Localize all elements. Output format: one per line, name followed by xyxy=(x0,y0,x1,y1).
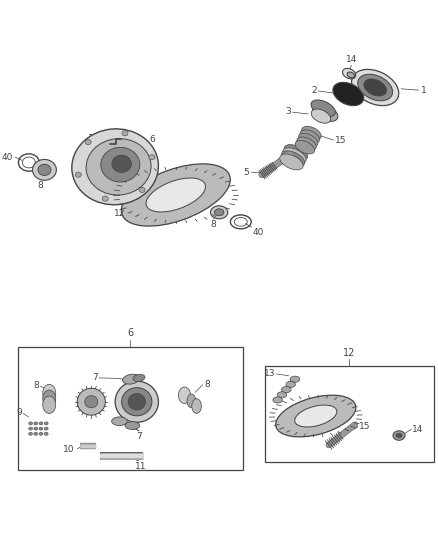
Ellipse shape xyxy=(123,374,140,384)
Ellipse shape xyxy=(298,133,318,147)
Ellipse shape xyxy=(32,159,57,180)
Ellipse shape xyxy=(333,82,364,106)
Ellipse shape xyxy=(133,374,145,382)
Ellipse shape xyxy=(214,209,224,216)
Text: 12: 12 xyxy=(114,209,125,218)
Text: 12: 12 xyxy=(343,348,355,358)
Ellipse shape xyxy=(39,427,43,430)
Ellipse shape xyxy=(34,427,38,430)
Ellipse shape xyxy=(121,164,230,226)
Ellipse shape xyxy=(280,154,303,170)
Ellipse shape xyxy=(125,422,140,430)
Ellipse shape xyxy=(396,433,402,438)
Ellipse shape xyxy=(146,178,205,212)
Text: 10: 10 xyxy=(64,445,75,454)
Text: 40: 40 xyxy=(252,228,264,237)
Ellipse shape xyxy=(352,69,399,106)
Ellipse shape xyxy=(277,392,287,398)
Text: 8: 8 xyxy=(204,380,210,389)
Ellipse shape xyxy=(28,427,32,430)
Ellipse shape xyxy=(85,140,91,144)
Text: 11: 11 xyxy=(135,462,147,471)
Text: 3: 3 xyxy=(286,107,292,116)
Ellipse shape xyxy=(39,422,43,425)
Ellipse shape xyxy=(44,427,48,430)
Ellipse shape xyxy=(311,109,331,123)
Text: 8: 8 xyxy=(37,181,43,190)
Ellipse shape xyxy=(187,394,196,408)
Ellipse shape xyxy=(112,155,131,173)
Ellipse shape xyxy=(276,395,356,437)
Text: 13: 13 xyxy=(264,369,276,378)
Text: 5: 5 xyxy=(244,167,250,176)
Ellipse shape xyxy=(85,395,98,408)
Ellipse shape xyxy=(281,151,305,167)
Ellipse shape xyxy=(364,79,386,96)
Ellipse shape xyxy=(112,417,127,425)
Ellipse shape xyxy=(295,405,337,427)
Bar xyxy=(265,366,434,462)
Text: 2: 2 xyxy=(311,86,317,95)
Ellipse shape xyxy=(44,432,48,435)
Ellipse shape xyxy=(72,129,159,205)
Ellipse shape xyxy=(43,390,56,407)
Bar xyxy=(18,346,243,470)
Ellipse shape xyxy=(273,397,283,403)
Ellipse shape xyxy=(44,422,48,425)
Ellipse shape xyxy=(75,172,81,177)
Text: 7: 7 xyxy=(92,374,98,382)
Ellipse shape xyxy=(313,104,338,122)
Ellipse shape xyxy=(302,126,321,140)
Text: 40: 40 xyxy=(2,153,13,162)
Ellipse shape xyxy=(290,376,300,382)
Ellipse shape xyxy=(43,396,56,414)
Text: 9: 9 xyxy=(16,408,22,417)
Ellipse shape xyxy=(101,147,140,182)
Text: 7: 7 xyxy=(136,432,142,441)
Text: 8: 8 xyxy=(211,220,216,229)
Text: 14: 14 xyxy=(346,55,357,64)
Ellipse shape xyxy=(286,381,295,387)
Ellipse shape xyxy=(28,432,32,435)
Ellipse shape xyxy=(28,422,32,425)
Ellipse shape xyxy=(139,187,145,192)
Ellipse shape xyxy=(282,386,291,393)
Ellipse shape xyxy=(300,130,320,143)
Ellipse shape xyxy=(149,155,155,160)
Ellipse shape xyxy=(295,141,314,154)
Ellipse shape xyxy=(77,388,106,415)
Ellipse shape xyxy=(358,74,392,101)
Ellipse shape xyxy=(115,381,159,422)
Ellipse shape xyxy=(86,139,151,195)
Text: 4: 4 xyxy=(279,155,284,164)
Ellipse shape xyxy=(34,422,38,425)
Ellipse shape xyxy=(43,384,56,402)
Text: 15: 15 xyxy=(359,422,371,431)
Text: 8: 8 xyxy=(34,381,39,390)
Text: 6: 6 xyxy=(149,135,155,144)
Ellipse shape xyxy=(343,68,356,79)
Ellipse shape xyxy=(393,431,405,440)
Ellipse shape xyxy=(297,137,316,150)
Ellipse shape xyxy=(34,432,38,435)
Text: 1: 1 xyxy=(420,86,427,95)
Ellipse shape xyxy=(102,196,108,201)
Text: 14: 14 xyxy=(412,424,424,433)
Text: 15: 15 xyxy=(335,136,346,146)
Ellipse shape xyxy=(122,131,128,136)
Text: 6: 6 xyxy=(127,328,133,338)
Ellipse shape xyxy=(38,164,51,175)
Ellipse shape xyxy=(311,100,335,117)
Ellipse shape xyxy=(122,387,152,416)
Text: 13: 13 xyxy=(88,134,100,143)
Ellipse shape xyxy=(192,399,201,414)
Ellipse shape xyxy=(210,206,228,219)
Ellipse shape xyxy=(128,393,145,410)
Ellipse shape xyxy=(39,432,43,435)
Ellipse shape xyxy=(283,148,306,164)
Ellipse shape xyxy=(284,144,307,160)
Ellipse shape xyxy=(178,387,191,403)
Ellipse shape xyxy=(347,72,355,78)
